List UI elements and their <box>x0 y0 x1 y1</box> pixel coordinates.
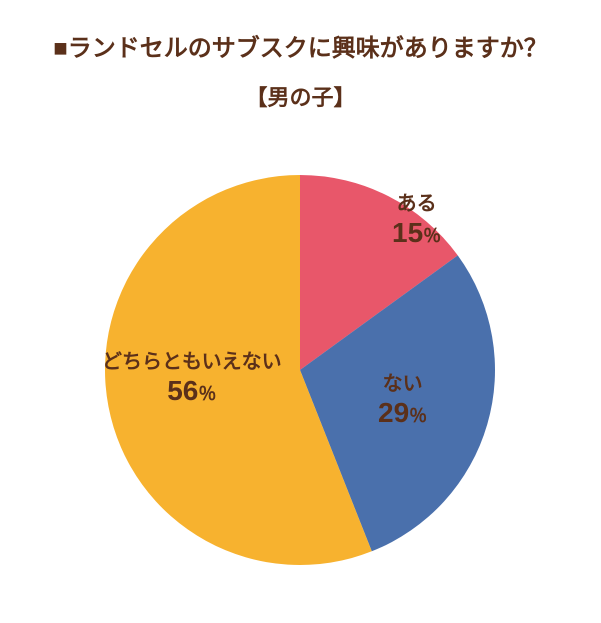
slice-label: ある15％ <box>392 192 441 250</box>
percent-suffix: ％ <box>409 406 427 426</box>
slice-value: 15 <box>392 217 423 248</box>
slice-label: ない29％ <box>378 372 427 430</box>
slice-value: 29 <box>378 397 409 428</box>
slice-label-text: どちらともいえない <box>102 350 282 374</box>
percent-suffix: ％ <box>423 226 441 246</box>
percent-suffix: ％ <box>198 384 216 404</box>
slice-label-text: ない <box>378 372 427 396</box>
slice-label: どちらともいえない56％ <box>102 350 282 408</box>
slice-value: 56 <box>167 375 198 406</box>
chart-title: ■ランドセルのサブスクに興味がありますか？ <box>0 28 601 63</box>
chart-subtitle: 【男の子】 <box>0 80 601 112</box>
pie-svg <box>0 140 601 600</box>
slice-label-text: ある <box>392 192 441 216</box>
pie-chart: ある15％ない29％どちらともいえない56％ <box>0 140 601 600</box>
